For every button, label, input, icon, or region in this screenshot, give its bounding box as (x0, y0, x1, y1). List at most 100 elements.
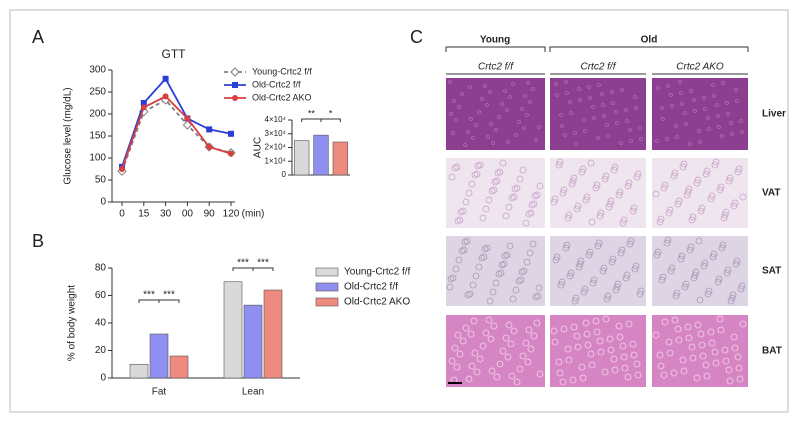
micrograph-texture (461, 238, 469, 246)
micrograph-texture (452, 265, 460, 273)
micrograph-texture (685, 185, 693, 193)
micrograph-texture (632, 262, 640, 270)
micrograph-texture (629, 139, 633, 143)
micrograph-texture (717, 125, 721, 129)
micrograph-texture (661, 181, 669, 189)
y-tick-label: 2×10⁴ (265, 143, 287, 152)
series-line (121, 98, 232, 172)
micrograph-texture (464, 291, 472, 299)
legend-label: Young-Crtc2 f/f (252, 66, 312, 76)
micrograph-texture (688, 142, 692, 146)
data-point (140, 104, 147, 111)
micrograph-texture (569, 376, 577, 384)
y-tick-label: 80 (95, 263, 107, 274)
significance-bracket (252, 267, 274, 271)
micrograph-texture (563, 241, 571, 249)
legend-swatch (315, 267, 339, 277)
column-label: Crtc2 f/f (580, 62, 616, 73)
micrograph-texture (520, 107, 524, 111)
micrograph-texture (563, 133, 567, 137)
micrograph-texture (740, 130, 744, 134)
micrograph-texture (574, 202, 582, 210)
micrograph-texture (682, 280, 690, 288)
micrograph-texture (702, 96, 706, 100)
micrograph-texture (694, 321, 702, 329)
micrograph-texture (499, 347, 507, 355)
micrograph-texture (487, 335, 495, 343)
y-tick-label: 100 (89, 153, 106, 164)
micrograph-texture (663, 239, 671, 247)
micrograph-texture (721, 346, 729, 354)
x-tick-label: 15 (138, 209, 150, 220)
x-tick-label: 00 (182, 209, 194, 220)
micrograph-texture (591, 105, 595, 109)
micrograph-texture (603, 295, 611, 303)
legend-marker (232, 82, 238, 88)
micrograph-texture (605, 203, 613, 211)
micrograph-texture (670, 172, 678, 180)
y-tick-label: 200 (89, 109, 106, 120)
micrograph-texture (551, 338, 559, 346)
micrograph-texture (620, 88, 624, 92)
micrograph-texture (688, 216, 696, 224)
y-tick-label: 0 (100, 373, 106, 384)
micrograph-texture (528, 100, 532, 104)
micrograph-texture (720, 134, 724, 138)
micrograph-texture (537, 125, 541, 129)
y-tick-label: 1×10⁴ (265, 156, 287, 165)
micrograph-texture (617, 249, 625, 257)
micrograph-texture (456, 350, 464, 358)
micrograph-texture (592, 116, 596, 120)
micrograph-texture (680, 367, 688, 375)
data-point (162, 75, 169, 82)
legend-label: Old-Crtc2 f/f (252, 79, 301, 89)
micrograph-texture (463, 143, 467, 147)
micrograph-texture (669, 93, 673, 97)
micrograph-texture (466, 130, 470, 134)
micrograph-texture (735, 364, 743, 372)
micrograph-texture (524, 358, 532, 366)
micrograph-texture (462, 324, 470, 332)
micrograph-texture (684, 122, 688, 126)
micrograph-texture (529, 240, 537, 248)
micrograph-texture (509, 295, 517, 303)
y-tick-label: 60 (95, 290, 107, 301)
micrograph-texture (653, 251, 661, 259)
significance-label: * (329, 108, 333, 118)
micrograph-texture (611, 366, 619, 374)
micrograph-texture (586, 248, 594, 256)
micrograph-texture (589, 279, 597, 287)
micrograph-texture (448, 173, 456, 181)
micrograph-texture (614, 280, 622, 288)
micrograph-texture (680, 102, 684, 106)
micrograph-texture (665, 338, 673, 346)
micrograph-texture (457, 208, 465, 216)
micrograph-texture (496, 360, 504, 368)
micrograph-texture (674, 200, 682, 208)
micrograph-texture (610, 166, 618, 174)
micrograph-texture (689, 354, 697, 362)
micrograph-texture (471, 136, 475, 140)
x-tick-label: 30 (160, 209, 172, 220)
micrograph-texture (593, 181, 601, 189)
micrograph-texture (587, 159, 595, 167)
micrograph-texture (615, 322, 623, 330)
micrograph-texture (654, 248, 662, 256)
micrograph-texture (571, 297, 579, 305)
micrograph-texture (630, 204, 638, 212)
micrograph-texture (602, 172, 610, 180)
micrograph-texture (678, 80, 682, 84)
micrograph-texture (499, 159, 507, 167)
micrograph-texture (600, 92, 604, 96)
micrograph-texture (491, 178, 499, 186)
micrograph-texture (559, 189, 567, 197)
micrograph-texture (505, 321, 513, 329)
micrograph-texture (727, 297, 735, 305)
micrograph-texture (592, 317, 600, 325)
micrograph-texture (633, 173, 641, 181)
micrograph-texture (481, 245, 489, 253)
micrograph-texture (607, 197, 615, 205)
micrograph-texture (597, 348, 605, 356)
micrograph-texture (518, 268, 526, 276)
